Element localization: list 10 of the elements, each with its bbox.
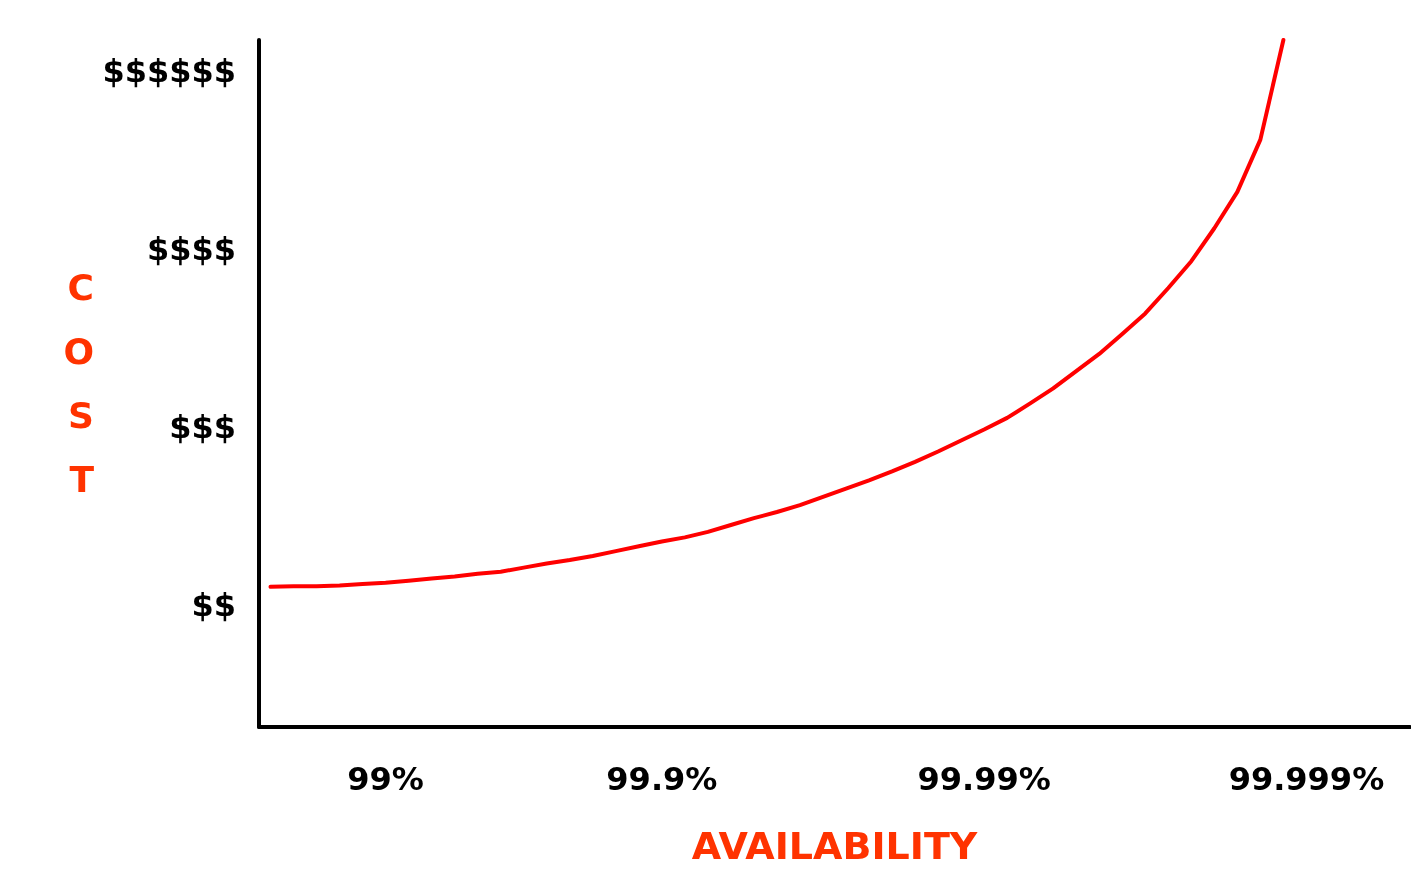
text: $$$$$$	[102, 52, 236, 90]
text: $$	[191, 586, 236, 624]
x-tick-label: 99.9%	[606, 760, 718, 798]
text: $$$$	[146, 230, 236, 268]
text: $$$	[169, 408, 236, 446]
x-tick-label: 99%	[347, 760, 424, 798]
x-axis-title: AVAILABILITY	[691, 824, 978, 868]
x-tick-label: 99.99%	[917, 760, 1051, 798]
y-axis-title: COST	[63, 267, 95, 500]
x-tick-label: 99.999%	[1228, 760, 1385, 798]
